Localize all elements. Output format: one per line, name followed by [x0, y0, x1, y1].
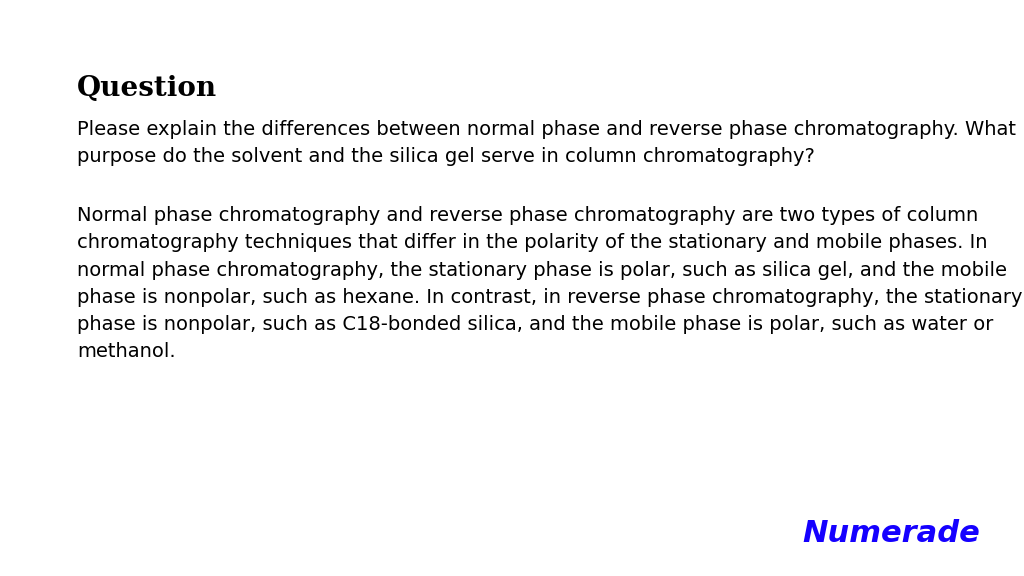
Text: Numerade: Numerade — [802, 519, 980, 548]
Text: Question: Question — [77, 75, 217, 102]
Text: Normal phase chromatography and reverse phase chromatography are two types of co: Normal phase chromatography and reverse … — [77, 206, 1023, 361]
Text: Please explain the differences between normal phase and reverse phase chromatogr: Please explain the differences between n… — [77, 120, 1016, 166]
